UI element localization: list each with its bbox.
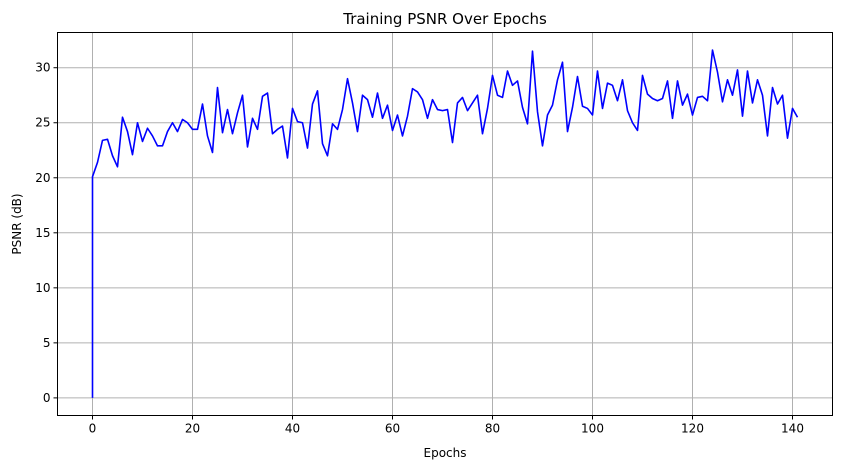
y-tick-label: 25 bbox=[35, 116, 50, 130]
x-tick-label: 140 bbox=[781, 422, 804, 436]
y-tick-label: 5 bbox=[43, 336, 51, 350]
grid bbox=[57, 32, 833, 416]
x-tick-label: 120 bbox=[681, 422, 704, 436]
y-tick-label: 20 bbox=[35, 171, 50, 185]
plot-frame bbox=[57, 32, 833, 416]
x-tick-label: 20 bbox=[185, 422, 200, 436]
y-axis-ticks: 0 5 10 15 20 25 30 bbox=[35, 61, 58, 405]
x-tick-label: 40 bbox=[285, 422, 300, 436]
y-tick-label: 30 bbox=[35, 61, 50, 75]
chart-title: Training PSNR Over Epochs bbox=[342, 10, 547, 28]
x-axis-label: Epochs bbox=[424, 446, 467, 460]
y-axis-label: PSNR (dB) bbox=[10, 193, 24, 254]
x-tick-label: 100 bbox=[581, 422, 604, 436]
x-tick-label: 80 bbox=[485, 422, 500, 436]
y-tick-label: 10 bbox=[35, 281, 50, 295]
x-tick-label: 0 bbox=[89, 422, 97, 436]
psnr-series-line bbox=[91, 49, 799, 398]
x-axis-ticks: 0 20 40 60 80 100 120 140 bbox=[89, 415, 804, 436]
y-tick-label: 0 bbox=[43, 391, 51, 405]
y-tick-label: 15 bbox=[35, 226, 50, 240]
x-tick-label: 60 bbox=[385, 422, 400, 436]
